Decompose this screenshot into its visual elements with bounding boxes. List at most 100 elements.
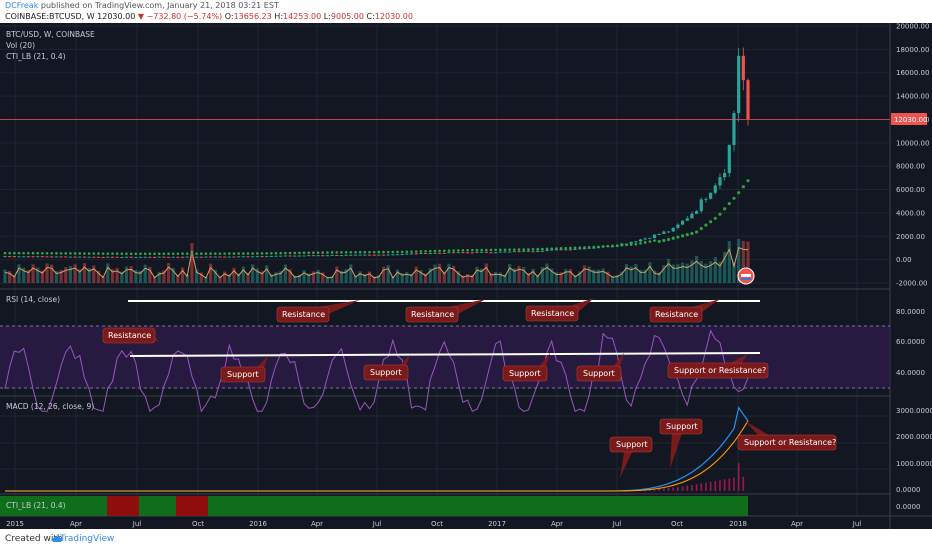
candle-body (718, 177, 722, 186)
callout-support[interactable]: Support (659, 418, 703, 469)
candle-body (456, 252, 460, 254)
volume-bar (582, 265, 587, 283)
callout-question[interactable]: Support or Resistance? (667, 354, 769, 379)
cti-dot (106, 252, 110, 255)
cti-dot (284, 251, 287, 255)
cti-red-segment (176, 496, 208, 516)
candle-body (31, 256, 35, 258)
volume-bar (452, 265, 456, 283)
cti-dot (419, 250, 423, 253)
volume-bar (260, 271, 264, 283)
callout-support[interactable]: Support (609, 436, 653, 478)
volume-bar (666, 258, 671, 283)
callout-question[interactable]: Support or Resistance? (737, 421, 837, 451)
cti-dot (232, 252, 236, 255)
candle-body (391, 254, 395, 256)
tradingview-brand[interactable]: TradingView (60, 534, 115, 544)
time-tick: Apr (70, 520, 82, 528)
candle-body (106, 256, 110, 258)
callout-support[interactable]: Support (576, 353, 624, 382)
candle-body (671, 227, 675, 232)
macd-hist-bar (723, 479, 726, 491)
volume-bar (199, 272, 203, 283)
callout-resistance[interactable]: Resistance (102, 327, 160, 344)
price-tick: -2000.00 (896, 280, 927, 288)
price-tick: 10000.00 (896, 139, 929, 147)
cti-dot (185, 252, 189, 256)
callout-resistance[interactable]: Resistance (525, 298, 594, 322)
volume-bar (391, 276, 395, 283)
cti-dot (723, 207, 727, 211)
candle-body (372, 254, 376, 256)
volume-bar (423, 273, 428, 283)
chart-area[interactable]: BTC/USD, W, COINBASE Vol (20) CTI_LB (21… (0, 23, 932, 529)
volume-bar (45, 263, 49, 283)
volume-bar (503, 274, 507, 283)
cti-dot (433, 249, 437, 253)
macd-hist-bar (705, 482, 707, 491)
candle-body (199, 256, 203, 258)
volume-bar (414, 266, 418, 283)
callout-support[interactable]: Support (220, 356, 268, 383)
volume-bar (325, 276, 330, 283)
support-trendline (129, 352, 761, 357)
candle-body (470, 252, 474, 254)
callout-support[interactable]: Support (363, 355, 410, 381)
callout-text: Support (370, 368, 402, 377)
candle-body (353, 254, 358, 256)
cti-dot (428, 249, 432, 253)
cti-dot (293, 251, 297, 255)
candle-body (484, 251, 488, 253)
cti-dot (368, 250, 371, 254)
cti-dot (83, 252, 86, 255)
candle-body (526, 250, 530, 252)
callout-resistance[interactable]: Resistance (276, 300, 360, 323)
cti-dot (181, 252, 184, 256)
cti-dot (213, 252, 217, 255)
callout-resistance[interactable]: Resistance (405, 299, 486, 323)
volume-bar (470, 275, 474, 283)
macd-hist-bar (691, 484, 693, 491)
candle-body (204, 256, 208, 258)
candle-body (22, 256, 26, 258)
volume-bar (223, 271, 227, 283)
last-price-tag (891, 113, 927, 125)
author-name[interactable]: DCFreak (5, 1, 39, 10)
volume-bar (22, 267, 26, 283)
candle-body (690, 213, 694, 219)
callout-support[interactable]: Support (502, 353, 550, 382)
cti-dot (578, 246, 582, 249)
cti-dot (704, 223, 708, 227)
candle-body (512, 251, 516, 253)
cti-dot (41, 251, 44, 255)
volume-bar (709, 260, 713, 283)
cti-dot (466, 248, 469, 252)
candle-body (180, 256, 185, 258)
volume-bar (442, 271, 446, 283)
event-icon[interactable] (737, 267, 755, 285)
cti-dot (270, 251, 273, 255)
candle-body (213, 256, 217, 258)
candle-body (246, 256, 250, 258)
volume-bar (59, 270, 63, 283)
candle-body (746, 80, 750, 120)
volume-bar (517, 265, 521, 283)
candle-body (59, 256, 63, 258)
volume-bar (87, 268, 91, 283)
candle-body (302, 255, 306, 257)
volume-bar (531, 268, 535, 283)
candle-body (92, 256, 96, 258)
cti-dot (559, 247, 563, 250)
low-value: 9005.00 (330, 12, 364, 21)
cti-dot (265, 252, 268, 255)
chart-svg[interactable]: BTC/USD, W, COINBASE Vol (20) CTI_LB (21… (0, 23, 932, 529)
cti-dot (639, 242, 642, 245)
callout-text: Support (666, 422, 698, 431)
cti-dot (148, 252, 152, 256)
callout-resistance[interactable]: Resistance (649, 299, 720, 323)
cti-dot (134, 252, 138, 256)
candle-body (545, 250, 549, 252)
macd-hist-bar (709, 481, 712, 491)
candle-body (349, 254, 353, 256)
volume-bar (166, 263, 171, 283)
